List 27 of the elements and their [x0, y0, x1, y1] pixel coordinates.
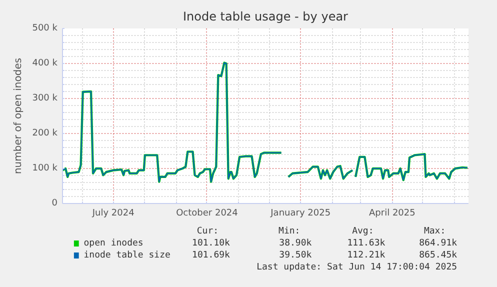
x-tick-label: October 2024 [176, 208, 238, 218]
y-axis-title: number of open inodes [13, 58, 24, 174]
text: 864.91k [419, 238, 458, 248]
text: Min: [278, 226, 300, 236]
text: Avg: [352, 226, 374, 236]
x-tick-label: July 2024 [91, 208, 135, 218]
text: 111.63k [347, 238, 386, 248]
text: Cur: [196, 226, 219, 236]
text: Max: [424, 226, 446, 236]
y-tick-label: 500 k [32, 24, 58, 34]
legend-label: open inodes [84, 238, 144, 248]
text: 38.90k [279, 238, 312, 248]
y-tick-label: 0 [52, 198, 58, 208]
y-tick-label: 100 k [32, 164, 58, 174]
text: 101.69k [192, 250, 231, 260]
chart-title: Inode table usage - by year [183, 10, 348, 24]
text: 112.21k [347, 250, 386, 260]
y-tick-label: 400 k [32, 58, 58, 68]
x-tick-label: January 2025 [270, 208, 331, 218]
text: Last update: Sat Jun 14 17:00:04 2025 [256, 262, 458, 272]
y-tick-label: 200 k [32, 128, 58, 138]
y-tick-label: 300 k [32, 94, 58, 104]
text: 865.45k [419, 250, 458, 260]
text: 101.10k [192, 238, 231, 248]
x-tick-label: April 2025 [369, 208, 416, 218]
legend-label: inode table size [84, 250, 170, 260]
text: 39.50k [279, 250, 312, 260]
